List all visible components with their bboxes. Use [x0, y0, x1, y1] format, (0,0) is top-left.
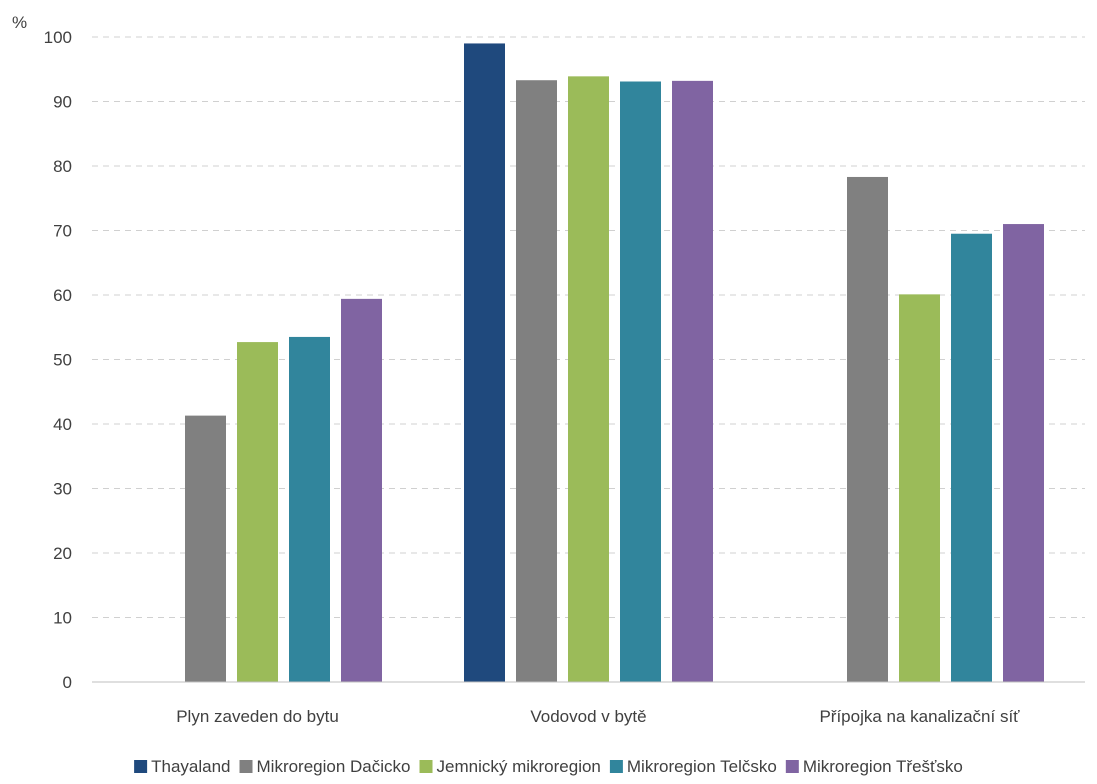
y-tick-label-50: 50	[53, 351, 72, 370]
legend-label-3: Mikroregion Telčsko	[627, 757, 777, 776]
y-tick-label-30: 30	[53, 480, 72, 499]
legend-label-4: Mikroregion Třešťsko	[803, 757, 963, 776]
bar-mikroregion-da-icko-1	[516, 80, 557, 683]
y-tick-label-60: 60	[53, 286, 72, 305]
bar-jemnick-mikroregion-0	[237, 342, 278, 682]
legend-swatch-4	[785, 760, 799, 773]
bar-mikroregion-t-e-sko-1	[672, 80, 713, 683]
bar-jemnick-mikroregion-1	[568, 76, 609, 683]
y-tick-label-10: 10	[53, 609, 72, 628]
bar-mikroregion-t-e-sko-0	[341, 298, 382, 682]
legend-swatch-3	[609, 760, 623, 773]
legend: Thayaland Mikroregion Dačicko Jemnický mik…	[134, 757, 963, 776]
y-tick-label-40: 40	[53, 415, 72, 434]
bar-mikroregion-tel-sko-1	[620, 81, 661, 682]
x-category-label-1: Vodovod v bytě	[530, 707, 646, 726]
bar-mikroregion-tel-sko-0	[289, 336, 330, 682]
y-tick-label-100: 100	[44, 28, 72, 47]
legend-swatch-1	[239, 760, 253, 773]
y-tick-label-0: 0	[63, 673, 72, 692]
legend-swatch-2	[419, 760, 433, 773]
bar-mikroregion-da-icko-2	[847, 176, 888, 682]
y-tick-label-90: 90	[53, 93, 72, 112]
x-category-label-2: Přípojka na kanalizační síť	[819, 707, 1020, 726]
legend-label-2: Jemnický mikroregion	[437, 757, 601, 776]
axes: 0 10 20 30 40 50 60 70 80 90 100% Plyn zaveden do b…	[12, 13, 1085, 726]
legend-label-0: Thayaland	[151, 757, 230, 776]
bar-mikroregion-da-icko-0	[185, 415, 226, 682]
x-category-label-0: Plyn zaveden do bytu	[176, 707, 339, 726]
y-tick-label-80: 80	[53, 157, 72, 176]
y-tick-label-70: 70	[53, 222, 72, 241]
legend-swatch-0	[134, 760, 148, 773]
bars	[185, 43, 1044, 683]
y-axis-unit-label: %	[12, 13, 27, 32]
legend-label-1: Mikroregion Dačicko	[257, 757, 411, 776]
bar-thayaland-1	[464, 43, 505, 682]
bar-jemnick-mikroregion-2	[899, 294, 940, 682]
bar-mikroregion-t-e-sko-2	[1003, 224, 1044, 683]
y-tick-label-20: 20	[53, 544, 72, 563]
bar-mikroregion-tel-sko-2	[951, 233, 992, 682]
